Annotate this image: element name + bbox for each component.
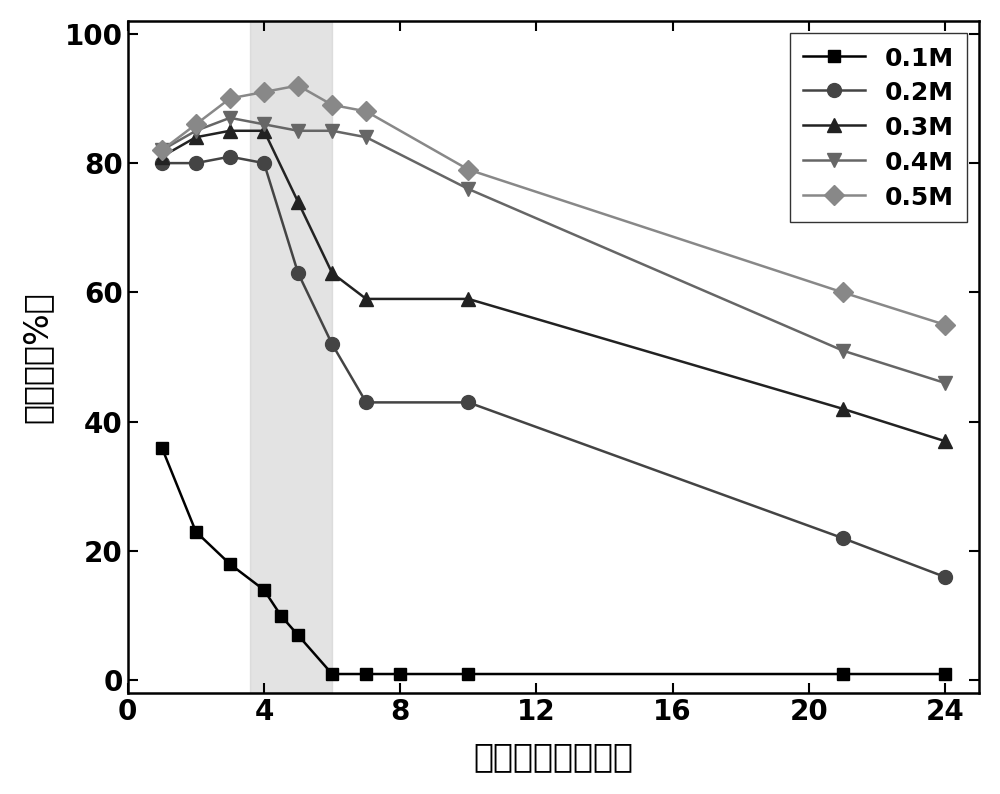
0.2M <box>326 339 338 349</box>
0.5M <box>939 320 951 330</box>
0.4M <box>462 184 474 194</box>
0.3M <box>360 294 372 303</box>
0.4M <box>190 126 202 136</box>
0.3M <box>258 126 270 136</box>
0.1M <box>156 443 168 453</box>
0.5M <box>224 94 236 103</box>
0.3M <box>190 133 202 142</box>
0.4M <box>360 133 372 142</box>
X-axis label: 提取时间（小时）: 提取时间（小时） <box>473 740 633 773</box>
Line: 0.1M: 0.1M <box>156 441 951 680</box>
0.3M <box>326 268 338 278</box>
0.3M <box>224 126 236 136</box>
0.5M <box>156 145 168 155</box>
0.5M <box>292 81 304 91</box>
0.1M <box>939 669 951 679</box>
Legend: 0.1M, 0.2M, 0.3M, 0.4M, 0.5M: 0.1M, 0.2M, 0.3M, 0.4M, 0.5M <box>790 33 967 222</box>
0.3M <box>837 404 849 414</box>
0.1M <box>292 630 304 640</box>
0.2M <box>224 152 236 161</box>
Line: 0.2M: 0.2M <box>155 150 952 584</box>
0.2M <box>837 534 849 543</box>
0.2M <box>360 398 372 407</box>
Bar <box>250 21 332 693</box>
0.1M <box>394 669 406 679</box>
0.1M <box>190 527 202 537</box>
0.5M <box>326 100 338 110</box>
0.1M <box>224 559 236 569</box>
0.2M <box>190 158 202 168</box>
0.3M <box>939 437 951 446</box>
0.1M <box>837 669 849 679</box>
Line: 0.3M: 0.3M <box>155 124 952 448</box>
0.4M <box>837 346 849 356</box>
0.1M <box>462 669 474 679</box>
0.3M <box>292 197 304 206</box>
0.2M <box>292 268 304 278</box>
0.1M <box>275 611 287 621</box>
0.2M <box>156 158 168 168</box>
Y-axis label: 提取率（%）: 提取率（%） <box>21 291 54 423</box>
0.5M <box>360 106 372 116</box>
0.4M <box>258 120 270 129</box>
0.4M <box>939 378 951 387</box>
0.4M <box>156 145 168 155</box>
0.5M <box>258 87 270 97</box>
0.5M <box>462 165 474 175</box>
0.2M <box>939 572 951 582</box>
0.5M <box>190 120 202 129</box>
0.4M <box>326 126 338 136</box>
0.3M <box>156 152 168 161</box>
0.4M <box>292 126 304 136</box>
0.1M <box>258 585 270 595</box>
0.1M <box>360 669 372 679</box>
0.1M <box>326 669 338 679</box>
0.2M <box>462 398 474 407</box>
Line: 0.4M: 0.4M <box>155 111 952 390</box>
0.3M <box>462 294 474 303</box>
Line: 0.5M: 0.5M <box>155 79 952 332</box>
0.5M <box>837 287 849 297</box>
0.2M <box>258 158 270 168</box>
0.4M <box>224 113 236 122</box>
